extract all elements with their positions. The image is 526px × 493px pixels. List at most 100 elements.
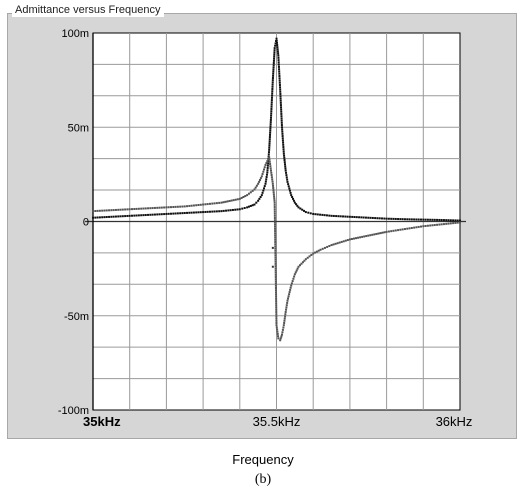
series-2-point [153,206,156,209]
series-2-point [445,222,448,225]
series-1-point [272,62,275,65]
series-1-point [268,136,271,139]
series-2-point [284,310,287,313]
series-2-point [286,301,289,304]
series-1-point [279,90,282,93]
series-2-point [284,313,287,316]
series-2-point [289,288,292,291]
y-tick-labels: 100m 50m 0 -50m -100m [58,28,89,417]
series-1-point [278,70,281,73]
series-1-point [297,206,300,209]
series-1-point [362,216,365,219]
series-2-point [288,291,291,294]
series-1-point [399,218,402,221]
series-2-point [273,203,276,206]
series-2-point [273,206,276,209]
series-1-point [369,216,372,219]
series-1-point [272,59,275,62]
series-1-point [199,211,202,214]
series-2-point [213,202,216,205]
series-1-point [282,150,285,153]
series-1-point [265,178,268,181]
series-2-point [285,308,288,311]
series-2-point [249,191,252,194]
series-1-point [279,86,282,89]
series-2-point [371,233,374,236]
series-1-point [271,87,274,90]
series-1-point [133,214,136,217]
series-2-point [387,230,390,233]
series-2-point [279,339,282,342]
series-1-point [280,115,283,118]
series-1-point [163,213,166,216]
series-2-point [346,239,349,242]
series-2-point [274,273,277,276]
series-1-point [397,218,400,221]
series-2-point [272,186,275,189]
series-2-point [280,335,283,338]
series-1-point [307,211,310,214]
series-1-point [312,212,315,215]
series-2-point [408,227,411,230]
series-1-point [222,209,225,212]
x-axis-label: Frequency [232,452,294,467]
series-1-point [279,95,282,98]
series-2-point [121,208,124,211]
series-2-point [274,278,277,281]
series-2-point [262,170,265,173]
series-2-point [96,209,99,212]
series-1-point [266,166,269,169]
series-1-point [151,213,154,216]
series-2-point [281,333,284,336]
series-1-point [270,101,273,104]
series-1-point [406,218,409,221]
series-2-point [144,207,147,210]
series-1-point [282,141,285,144]
series-1-point [401,218,404,221]
series-1-point [270,99,273,102]
series-2-point [274,258,277,261]
series-2-point [274,247,277,250]
series-2-point [226,200,229,203]
series-1-point [285,174,288,177]
series-2-point [397,229,400,232]
series-2-point [133,208,136,211]
series-2-point [179,205,182,208]
series-2-point [265,162,268,165]
series-1-point [258,197,261,200]
series-1-point [422,218,425,221]
series-2-point [317,249,320,252]
series-2-point [254,186,257,189]
series-2-point [342,240,345,243]
series-2-point [274,265,277,268]
series-2-point [274,225,277,228]
series-1-point [346,215,349,218]
series-1-point [383,217,386,220]
series-2-point [255,184,258,187]
series-2-point [292,277,295,280]
series-2-point [301,261,304,264]
series-1-point [195,211,198,214]
series-2-point [283,317,286,320]
series-2-point [274,245,277,248]
series-2-point [295,269,298,272]
series-1-point [438,218,441,221]
series-1-point [288,187,291,190]
series-2-point [181,205,184,208]
series-1-point [271,76,274,79]
series-2-point [272,191,275,194]
x-tick-label: 36kHz [436,414,473,429]
series-1-point [179,212,182,215]
series-2-point [275,326,278,329]
series-1-point [211,210,214,213]
series-1-point [267,151,270,154]
series-2-point [163,206,166,209]
series-1-point [410,218,413,221]
series-2-point [296,267,299,270]
series-1-point [135,214,138,217]
series-1-point [124,215,127,218]
series-2-point [110,209,113,212]
series-2-point [310,253,313,256]
series-1-point [454,219,457,222]
series-1-point [181,212,184,215]
